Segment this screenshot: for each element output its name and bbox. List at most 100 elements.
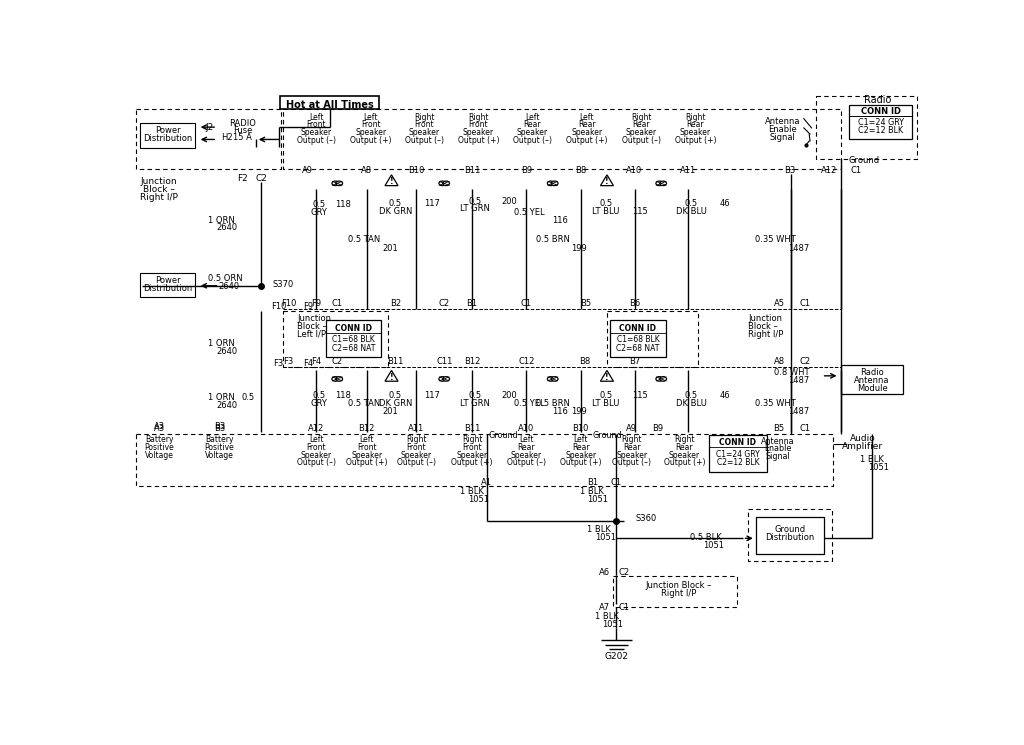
Text: LT BLU: LT BLU (593, 206, 620, 215)
Text: Output (+): Output (+) (458, 136, 499, 145)
Text: Speaker: Speaker (355, 128, 386, 137)
Text: 0.5: 0.5 (685, 199, 698, 208)
Text: Right: Right (685, 112, 706, 121)
Text: 199: 199 (571, 244, 587, 253)
Text: Rear: Rear (623, 443, 641, 452)
Text: Battery: Battery (144, 435, 173, 444)
Text: !: ! (605, 177, 608, 186)
Text: 2640: 2640 (217, 224, 238, 232)
Text: Front: Front (306, 443, 326, 452)
Text: Output (+): Output (+) (346, 458, 387, 467)
Text: F10: F10 (270, 302, 286, 311)
Text: Rear: Rear (686, 121, 705, 130)
Bar (140, 273, 195, 297)
Text: Radio: Radio (860, 368, 884, 377)
Polygon shape (385, 175, 398, 186)
Text: Right: Right (631, 112, 651, 121)
Text: Speaker: Speaker (351, 451, 382, 460)
Text: B10: B10 (409, 165, 425, 175)
Text: Front: Front (415, 121, 434, 130)
Text: C2: C2 (332, 357, 343, 366)
Text: Distribution: Distribution (765, 533, 814, 542)
Text: B9: B9 (521, 165, 531, 175)
Text: C1: C1 (332, 299, 343, 308)
Text: Right: Right (462, 435, 482, 444)
Text: Ground: Ground (488, 431, 518, 440)
Text: Speaker: Speaker (680, 128, 711, 137)
Text: Output (–): Output (–) (622, 136, 660, 145)
Text: C1: C1 (521, 299, 531, 308)
Text: CONN ID: CONN ID (335, 323, 372, 332)
Text: Block –: Block – (297, 322, 327, 331)
Text: Front: Front (357, 443, 377, 452)
Text: 201: 201 (382, 407, 398, 416)
Text: Distribution: Distribution (143, 134, 193, 143)
Text: Output (–): Output (–) (397, 458, 436, 467)
Text: Speaker: Speaker (571, 128, 602, 137)
Text: Output (–): Output (–) (513, 136, 552, 145)
Text: A9: A9 (627, 424, 637, 433)
Ellipse shape (656, 377, 663, 381)
Text: 1051: 1051 (703, 541, 724, 550)
Text: Front: Front (306, 121, 326, 130)
Text: Rear: Rear (523, 121, 542, 130)
Text: 0.5: 0.5 (313, 200, 326, 209)
Text: 1051: 1051 (595, 533, 615, 542)
Text: DK BLU: DK BLU (676, 399, 707, 408)
Text: 200: 200 (502, 197, 517, 206)
Text: Hot at All Times: Hot at All Times (286, 100, 374, 110)
Text: 117: 117 (424, 391, 439, 400)
Text: Rear: Rear (676, 443, 693, 452)
Text: S360: S360 (636, 514, 656, 523)
Text: 0.5 TAN: 0.5 TAN (348, 235, 381, 244)
Ellipse shape (656, 181, 663, 186)
Text: Left: Left (519, 435, 534, 444)
Text: 0.5 YEL: 0.5 YEL (514, 399, 545, 408)
Text: A12: A12 (821, 165, 838, 175)
Ellipse shape (548, 377, 554, 381)
Text: Output (+): Output (+) (452, 458, 493, 467)
Text: Right: Right (407, 435, 427, 444)
Text: LT GRN: LT GRN (460, 399, 490, 408)
Text: B3: B3 (214, 422, 225, 431)
Text: Front: Front (469, 121, 488, 130)
Text: Block –: Block – (143, 185, 175, 194)
Text: Module: Module (857, 384, 888, 393)
Text: S370: S370 (272, 279, 294, 289)
Text: A8: A8 (361, 165, 373, 175)
Bar (280, 95, 379, 110)
Text: Output (–): Output (–) (507, 458, 546, 467)
Text: !: ! (605, 373, 608, 382)
Text: F2: F2 (238, 174, 248, 183)
Ellipse shape (551, 181, 558, 186)
Text: Block –: Block – (748, 322, 778, 331)
Text: 1 ORN: 1 ORN (208, 393, 234, 402)
Text: 1 BLK: 1 BLK (595, 612, 618, 621)
Text: C1=24 GRY: C1=24 GRY (716, 450, 760, 459)
Text: 46: 46 (720, 391, 730, 400)
Text: C2=12 BLK: C2=12 BLK (858, 127, 903, 136)
Text: B9: B9 (652, 424, 664, 433)
Text: DK GRN: DK GRN (379, 399, 412, 408)
Text: A10: A10 (518, 424, 535, 433)
Text: Speaker: Speaker (669, 451, 700, 460)
Text: 0.5 BRN: 0.5 BRN (536, 235, 569, 244)
Text: A3: A3 (154, 422, 165, 431)
Text: C2=68 NAT: C2=68 NAT (332, 343, 375, 352)
Text: Output (+): Output (+) (675, 136, 716, 145)
Text: Output (+): Output (+) (664, 458, 706, 467)
Text: Voltage: Voltage (205, 451, 233, 460)
Text: C2=12 BLK: C2=12 BLK (717, 458, 759, 467)
Text: 1487: 1487 (788, 376, 810, 385)
Text: Output (–): Output (–) (297, 136, 336, 145)
Text: !: ! (390, 373, 393, 382)
Text: 1 BLK: 1 BLK (460, 486, 484, 496)
Text: Rear: Rear (517, 443, 536, 452)
Text: A7: A7 (599, 603, 610, 612)
Text: F3: F3 (273, 359, 284, 368)
Text: J2: J2 (205, 123, 213, 132)
Bar (841, 365, 903, 394)
Text: Left: Left (309, 435, 324, 444)
Text: A11: A11 (680, 165, 696, 175)
Text: F3: F3 (284, 357, 294, 366)
